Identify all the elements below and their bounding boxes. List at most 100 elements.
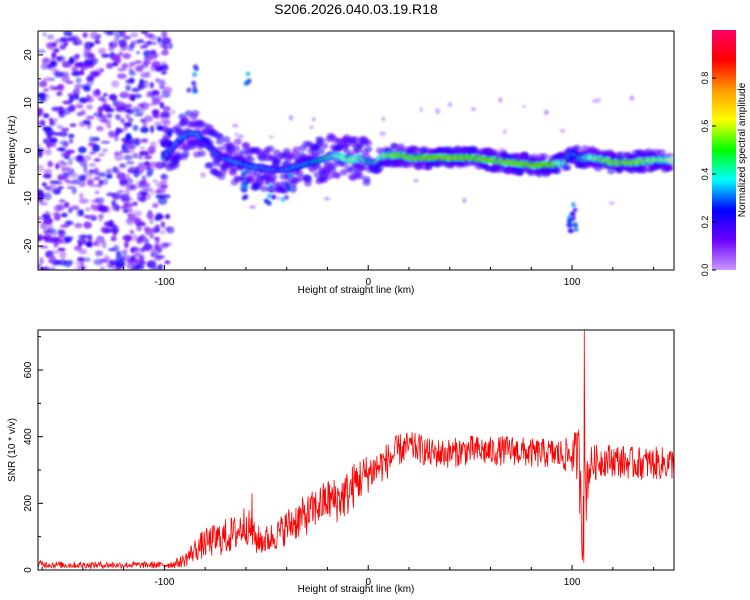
x-tick-label: -100: [154, 277, 174, 288]
noise-blob: [100, 140, 111, 144]
noise-blob: [88, 163, 97, 167]
noise-blob: [115, 114, 122, 121]
streak-blob: [243, 194, 249, 200]
noise-blob: [59, 44, 66, 50]
noise-blob: [119, 91, 130, 99]
scatter-blob: [435, 108, 441, 115]
noise-blob: [41, 182, 47, 187]
noise-blob: [115, 266, 121, 270]
streak-blob: [244, 179, 250, 185]
noise-blob: [122, 234, 133, 242]
noise-blob: [102, 148, 108, 153]
noise-blob: [47, 184, 57, 193]
noise-blob: [53, 204, 62, 212]
scatter-blob: [498, 97, 503, 103]
ridge-halo: [665, 164, 674, 171]
noise-blob: [97, 153, 106, 157]
noise-blob: [42, 173, 52, 179]
noise-blob: [66, 180, 75, 185]
noise-blob: [137, 82, 146, 90]
streak-blob: [268, 184, 274, 190]
noise-blob: [108, 93, 116, 101]
noise-blob: [146, 212, 154, 220]
streak-blob: [263, 198, 269, 204]
noise-blob: [119, 163, 127, 169]
noise-blob: [91, 71, 102, 76]
noise-blob: [107, 219, 115, 228]
noise-blob: [126, 254, 131, 261]
noise-blob: [140, 31, 149, 35]
noise-blob: [123, 201, 129, 206]
noise-blob: [101, 240, 107, 249]
noise-blob: [93, 258, 104, 266]
noise-blob: [145, 174, 151, 178]
noise-blob: [103, 31, 113, 35]
y-tick-label: 0: [23, 567, 34, 573]
streak-blob: [287, 173, 293, 179]
noise-blob: [98, 205, 109, 213]
noise-blob: [53, 243, 59, 248]
colorbar-tick-label: 0.8: [700, 72, 710, 85]
noise-blob: [64, 166, 71, 171]
noise-blob: [56, 124, 64, 130]
noise-blob: [127, 207, 134, 213]
noise-blob: [111, 194, 121, 201]
noise-blob: [111, 62, 118, 66]
noise-blob: [142, 119, 148, 128]
noise-blob: [86, 104, 93, 110]
streak-blob: [240, 187, 246, 193]
noise-blob: [122, 53, 131, 59]
noise-blob: [38, 148, 43, 156]
noise-blob: [57, 247, 66, 251]
scatter-blob: [323, 197, 330, 201]
noise-blob: [79, 192, 84, 200]
noise-blob: [51, 52, 57, 58]
noise-blob: [101, 53, 110, 58]
spectrogram-frame: [37, 30, 675, 271]
noise-blob: [132, 124, 139, 132]
noise-blob: [160, 50, 169, 56]
noise-blob: [78, 180, 86, 187]
noise-blob: [151, 109, 160, 115]
noise-blob: [117, 67, 127, 72]
noise-blob: [58, 199, 66, 203]
noise-blob: [154, 236, 160, 241]
noise-blob: [116, 172, 122, 177]
noise-blob: [133, 113, 144, 117]
noise-blob: [43, 138, 49, 144]
noise-blob: [159, 102, 165, 109]
ridge-halo: [181, 117, 190, 124]
noise-blob: [49, 84, 55, 91]
noise-blob: [148, 102, 156, 107]
noise-blob: [39, 257, 44, 265]
noise-blob: [126, 183, 136, 190]
streak-blob: [283, 195, 289, 200]
ridge-halo: [351, 136, 360, 143]
streak-blob: [245, 71, 251, 77]
noise-blob: [78, 62, 86, 66]
ridge-halo: [266, 145, 275, 152]
noise-blob: [82, 155, 92, 161]
ridge-halo: [295, 170, 304, 177]
noise-blob: [116, 73, 127, 79]
noise-blob: [123, 154, 133, 161]
noise-blob: [50, 236, 61, 242]
ridge-halo: [292, 146, 301, 153]
noise-blob: [68, 158, 73, 166]
noise-blob: [57, 84, 64, 90]
noise-blob: [42, 32, 47, 37]
noise-blob: [51, 42, 57, 47]
scatter-blob: [232, 123, 239, 128]
noise-blob: [38, 216, 44, 220]
streak-blob: [243, 81, 249, 86]
noise-blob: [80, 69, 85, 76]
noise-blob: [148, 161, 159, 168]
spectrogram-y-axis-label: Frequency (Hz): [7, 116, 18, 185]
noise-blob: [144, 154, 153, 159]
x-tick-label: 100: [564, 577, 581, 588]
noise-blob: [41, 58, 50, 65]
streak-blob: [240, 171, 246, 177]
noise-blob: [104, 254, 110, 261]
scatter-blob: [312, 117, 316, 122]
noise-blob: [57, 186, 64, 190]
